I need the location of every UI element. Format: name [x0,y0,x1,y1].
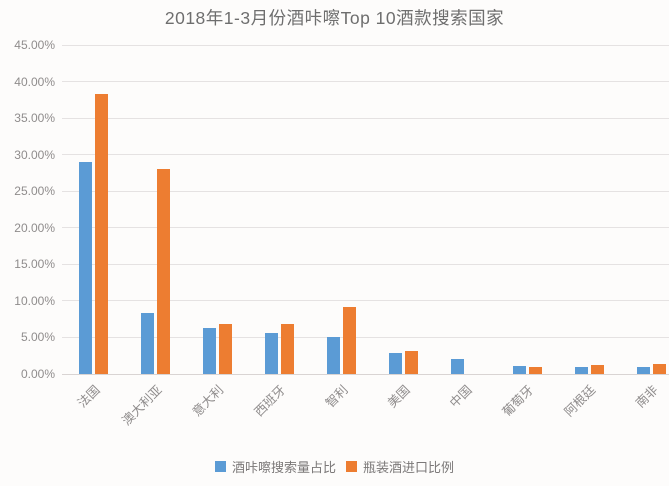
bar-search-share [264,333,278,374]
gridline [62,190,669,192]
x-axis-category-label: 南非 [633,382,661,411]
legend-swatch-orange-icon [346,461,357,472]
y-axis-tick-label: 35.00% [14,111,55,126]
bar-search-share [512,365,526,374]
gridline [62,44,669,46]
legend-item-search-share: 酒咔嚓搜索量占比 [214,457,336,476]
x-axis-line [62,373,669,375]
x-axis-category-label: 葡萄牙 [500,382,537,420]
bar-import-ratio [156,168,170,374]
bar-search-share [140,312,154,374]
x-axis-category-label: 美国 [385,382,413,411]
y-axis-tick-label: 30.00% [14,147,55,162]
y-axis-tick-label: 15.00% [14,257,55,272]
x-axis-category-label: 西班牙 [252,382,289,420]
bar-search-share [388,352,402,374]
gridline [62,117,669,119]
bar-search-share [450,359,464,374]
bar-search-share [202,327,216,374]
gridline [62,336,669,338]
x-axis-category-label: 智利 [323,382,351,411]
bar-import-ratio [342,306,356,374]
gridline [62,227,669,229]
x-axis-category-label: 澳大利亚 [119,382,165,429]
chart-title: 2018年1-3月份酒咔嚓Top 10酒款搜索国家 [164,8,505,28]
bar-import-ratio [404,350,418,374]
x-axis-category-label: 法国 [75,382,103,411]
plot-area: 法国 澳大利亚 意大利 西班牙 智利 美国 中国 葡萄牙 阿根廷 南非 [62,44,669,428]
y-axis-tick-label: 45.00% [14,38,55,52]
legend-label-search-share: 酒咔嚓搜索量占比 [231,460,336,475]
legend-swatch-blue-icon [214,461,226,472]
bar-import-ratio [280,323,294,374]
x-axis-category-label: 中国 [447,382,475,411]
bar-search-share [574,366,588,374]
y-axis-tick-label: 0.00% [20,367,55,381]
y-axis-tick-label: 5.00% [20,330,55,345]
bar-search-share [326,337,340,374]
gridline [62,263,669,265]
legend-item-import-ratio: 瓶装酒进口比例 [346,457,454,476]
legend: 酒咔嚓搜索量占比 瓶装酒进口比例 [0,457,669,476]
bar-import-ratio [528,367,542,374]
y-axis-tick-label: 40.00% [14,74,55,89]
bar-import-ratio [652,363,666,374]
bar-import-ratio [590,365,604,374]
bar-search-share [636,367,650,374]
bar-import-ratio [218,323,232,374]
gridline [62,81,669,83]
y-axis-tick-label: 10.00% [14,293,55,308]
gridline [62,154,669,156]
legend-label-import-ratio: 瓶装酒进口比例 [363,460,455,475]
y-axis-tick-label: 20.00% [14,220,55,235]
x-axis-category-label: 阿根廷 [562,382,599,420]
bar-search-share [78,161,92,374]
x-axis-category-label: 意大利 [190,382,227,420]
bar-import-ratio [94,93,108,374]
gridline [62,300,669,302]
y-axis-tick-label: 25.00% [14,184,55,199]
